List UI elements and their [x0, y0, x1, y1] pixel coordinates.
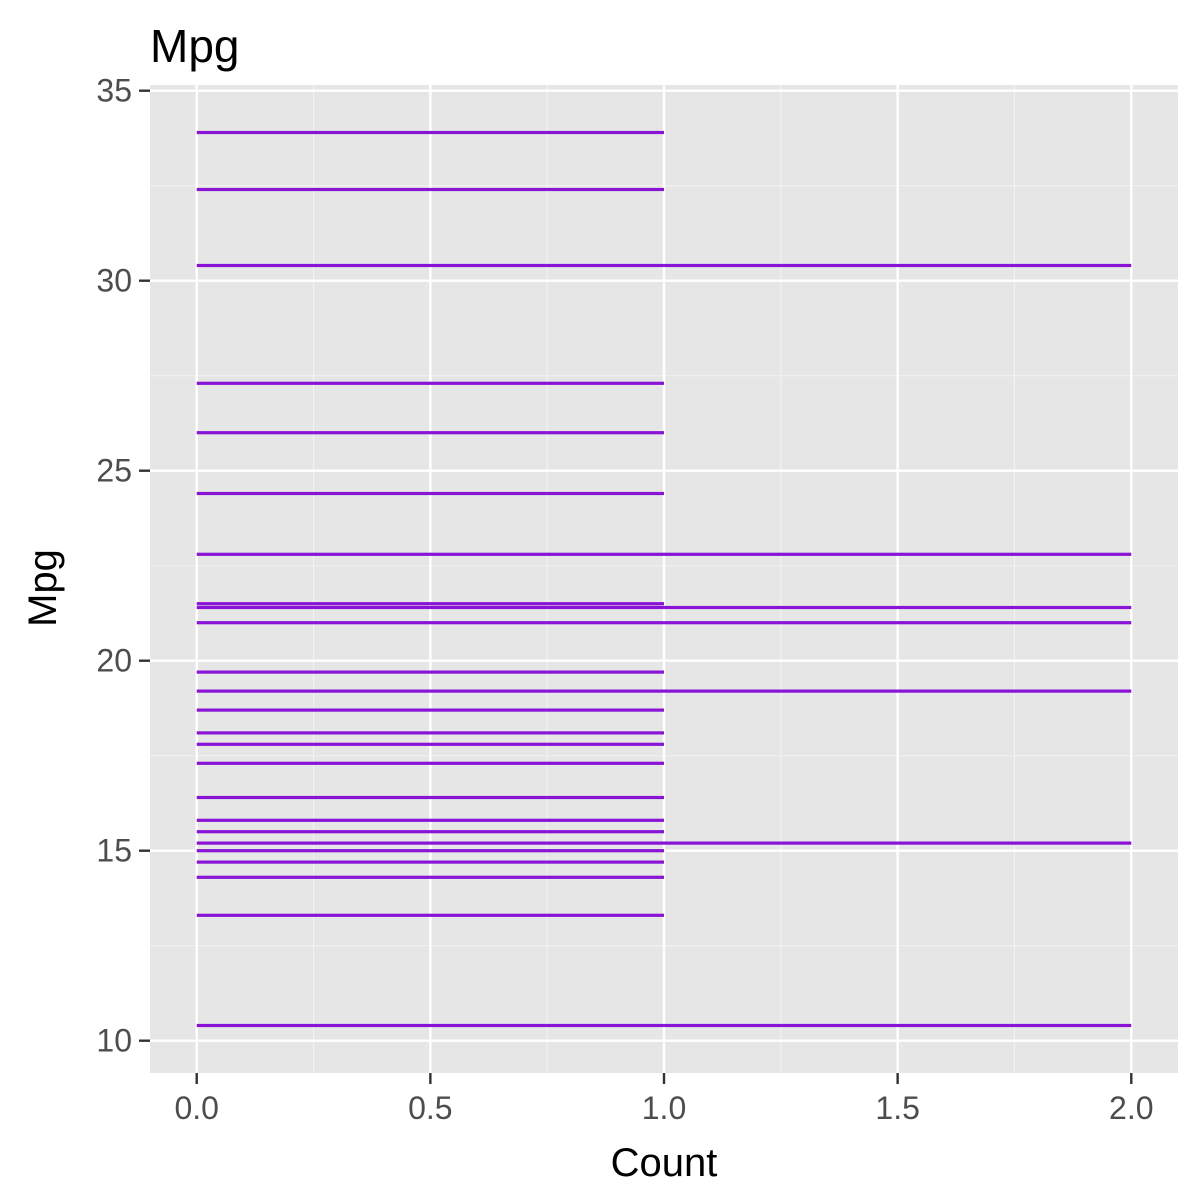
bar — [196, 552, 1132, 556]
x-tick-label: 1.0 — [642, 1090, 686, 1126]
y-tick-label: 25 — [96, 453, 132, 489]
bar — [196, 731, 664, 735]
y-tick-label: 30 — [96, 263, 132, 299]
x-axis-title: Count — [611, 1141, 718, 1185]
bar — [196, 689, 1132, 693]
y-tick-label: 10 — [96, 1023, 132, 1059]
chart-title: Mpg — [150, 20, 239, 72]
x-tick-label: 2.0 — [1109, 1090, 1153, 1126]
x-tick-label: 0.0 — [174, 1090, 218, 1126]
bar — [196, 875, 664, 879]
bar — [196, 795, 664, 800]
bar — [196, 849, 664, 853]
x-axis: 0.0 0.5 1.0 1.5 2.0 — [174, 1073, 1154, 1126]
bar — [196, 742, 664, 746]
x-tick-label: 1.5 — [875, 1090, 919, 1126]
y-tick-label: 15 — [96, 833, 132, 869]
bar — [196, 761, 664, 765]
bar — [196, 818, 664, 822]
bar — [196, 841, 1132, 845]
y-axis-title: Mpg — [21, 549, 65, 627]
bar — [196, 860, 664, 864]
bar — [196, 431, 664, 435]
bar — [196, 830, 664, 834]
y-tick-label: 20 — [96, 643, 132, 679]
bar — [196, 263, 1132, 268]
bar — [196, 491, 664, 496]
y-tick-label: 35 — [96, 73, 132, 109]
bar — [196, 130, 664, 135]
bar — [196, 605, 1132, 610]
bar — [196, 381, 664, 385]
bar — [196, 670, 664, 674]
bar — [196, 913, 664, 917]
bar — [196, 602, 664, 606]
bar — [196, 708, 664, 712]
bar — [196, 1023, 1132, 1028]
bars — [196, 130, 1132, 1028]
y-axis: 10 15 20 25 30 35 — [96, 73, 150, 1059]
x-tick-label: 0.5 — [408, 1090, 452, 1126]
bar — [196, 621, 1132, 625]
bar — [196, 187, 664, 192]
